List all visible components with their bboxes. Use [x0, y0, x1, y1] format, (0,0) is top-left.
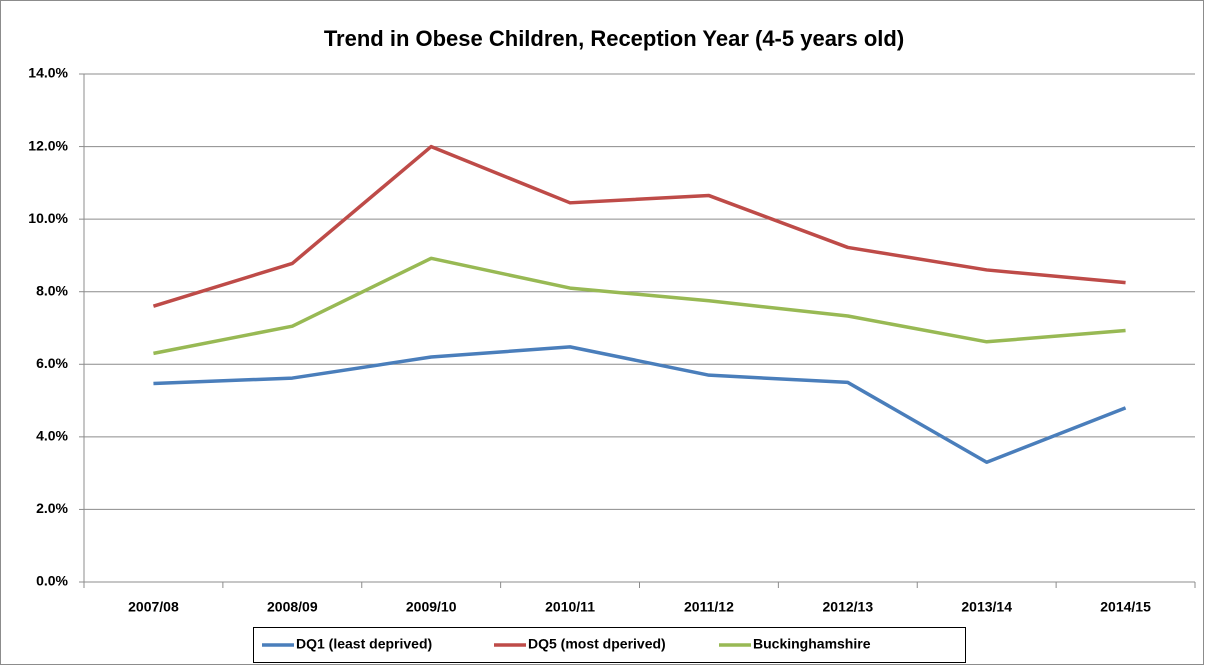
legend-label: DQ1 (least deprived) [296, 636, 432, 652]
x-tick-label: 2010/11 [545, 599, 595, 615]
x-tick-label: 2008/09 [267, 599, 318, 615]
y-tick-label: 4.0% [36, 428, 68, 444]
y-tick-label: 8.0% [36, 282, 68, 298]
x-tick-label: 2011/12 [684, 599, 734, 615]
y-tick-label: 10.0% [28, 210, 68, 226]
legend-label: DQ5 (most dperived) [528, 636, 666, 652]
y-tick-label: 0.0% [36, 573, 68, 589]
line-series [153, 345, 1127, 465]
y-tick-label: 14.0% [28, 65, 68, 81]
x-tick-label: 2012/13 [823, 599, 874, 615]
legend-box [253, 627, 966, 663]
x-tick-label: 2013/14 [961, 599, 1012, 615]
y-tick-label: 6.0% [36, 355, 68, 371]
x-tick-label: 2009/10 [406, 599, 457, 615]
line-series [152, 144, 1126, 308]
x-tick-label: 2007/08 [128, 599, 179, 615]
x-tick-label: 2014/15 [1100, 599, 1151, 615]
chart-title: Trend in Obese Children, Reception Year … [324, 26, 904, 51]
line-series [153, 256, 1126, 356]
y-tick-label: 12.0% [28, 137, 68, 153]
legend-label: Buckinghamshire [753, 636, 871, 652]
y-tick-label: 2.0% [36, 500, 68, 516]
